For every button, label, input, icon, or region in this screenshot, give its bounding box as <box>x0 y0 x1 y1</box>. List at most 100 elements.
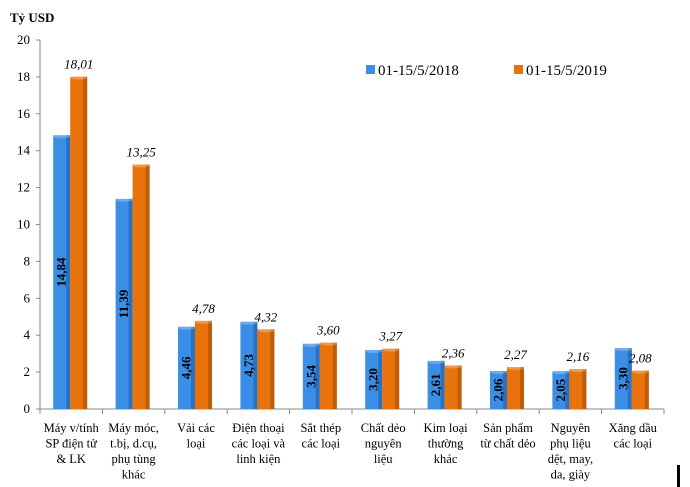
bar-highlight <box>53 134 71 139</box>
legend-label-2018: 01-15/5/2018 <box>378 63 459 79</box>
y-tick-label: 8 <box>24 253 31 268</box>
value-label-2018: 11,39 <box>116 289 131 318</box>
bar-highlight <box>427 359 445 364</box>
value-label-2018: 3,54 <box>303 364 318 387</box>
bar-2018 <box>614 348 632 409</box>
bar-2019 <box>444 365 462 409</box>
x-category-label: Kim loại <box>424 421 469 435</box>
legend: 01-15/5/2018 01-15/5/2019 <box>366 63 607 79</box>
bar-highlight <box>569 368 587 373</box>
value-label-2019: 13,25 <box>126 145 156 160</box>
x-category-label: Xăng dầu <box>609 421 658 435</box>
bar-shade <box>128 198 133 409</box>
x-category-label: dệt, may, <box>548 452 593 466</box>
x-category-label: khác <box>122 468 146 482</box>
value-label-2018: 2,61 <box>428 374 443 397</box>
bar-2018 <box>178 326 195 409</box>
bar-2018 <box>552 371 570 409</box>
bar-shade <box>208 320 212 409</box>
bar-shade <box>83 76 88 409</box>
bar-shade <box>644 370 649 409</box>
bar-shade <box>565 371 570 409</box>
bar-shade <box>440 360 445 409</box>
bar-shade <box>315 343 320 409</box>
bar-shade <box>395 348 400 409</box>
bar-shade <box>332 342 337 409</box>
labels: 14,84 18,01 11,39 13,25 4,46 4,78 4,73 4,32 3,54… <box>54 57 652 402</box>
bar-shade <box>66 135 71 409</box>
bar-highlight <box>444 364 462 369</box>
bar-2018 <box>302 343 320 409</box>
y-tick-label: 10 <box>17 217 30 232</box>
y-axis-title: Tỷ USD <box>10 10 54 25</box>
x-category-label: phụ liệu <box>550 437 591 451</box>
bar-shade <box>520 367 524 409</box>
bar-2018 <box>490 370 507 409</box>
x-category-label: từ chất dẻo <box>480 437 535 451</box>
value-label-2018: 3,30 <box>615 367 630 390</box>
x-category-label: liệu <box>374 452 393 466</box>
bar-highlight <box>240 320 258 325</box>
bar-highlight <box>178 325 195 330</box>
value-label-2018: 4,73 <box>241 353 256 376</box>
y-tick-label: 16 <box>17 106 31 121</box>
x-category-label: loại <box>187 437 206 451</box>
x-category-label: da, giày <box>551 468 591 482</box>
bar-shade <box>191 326 195 409</box>
legend-swatch-2018 <box>366 65 375 74</box>
value-label-2018: 2,06 <box>491 378 506 401</box>
x-category-label: Chất dẻo <box>361 421 406 435</box>
bar-highlight <box>302 342 320 347</box>
bar-2019 <box>257 329 275 409</box>
bar-2019 <box>382 348 400 409</box>
value-label-2019: 4,78 <box>192 301 215 316</box>
x-category-label: các loại <box>614 437 653 451</box>
bar-highlight <box>507 366 524 371</box>
bar-2018 <box>115 198 133 409</box>
x-category-label: phụ tùng <box>112 452 157 466</box>
y-tick-label: 6 <box>24 290 31 305</box>
x-category-label: các loại <box>302 437 341 451</box>
bar-highlight <box>365 348 383 353</box>
bar-highlight <box>132 163 150 168</box>
bar-2019 <box>319 342 337 409</box>
x-category-label: Điện thoại <box>232 421 285 435</box>
bars <box>53 75 649 409</box>
y-tick-label: 0 <box>24 401 31 416</box>
value-label-2018: 14,84 <box>54 257 69 287</box>
x-category-label: các loại và <box>232 437 286 451</box>
bar-highlight <box>631 369 649 374</box>
value-label-2018: 4,46 <box>179 356 194 379</box>
bar-highlight <box>257 328 275 333</box>
value-label-2018: 3,20 <box>366 368 381 391</box>
x-category-label: & LK <box>56 452 86 466</box>
y-tick-label: 20 <box>17 32 30 47</box>
bar-shade <box>378 349 383 409</box>
value-label-2019: 3,27 <box>378 329 402 344</box>
value-label-2019: 4,32 <box>255 309 278 324</box>
bar-highlight <box>115 197 133 202</box>
x-category-label: Vải các <box>177 421 215 435</box>
bar-2018 <box>240 321 258 409</box>
bar-shade <box>145 164 150 409</box>
bar-shade <box>627 348 632 409</box>
legend-swatch-2019 <box>514 65 523 74</box>
bar-highlight <box>195 319 212 324</box>
value-label-2019: 2,36 <box>442 345 465 360</box>
bar-highlight <box>490 369 507 374</box>
x-category-label: Máy móc, <box>108 421 159 435</box>
bar-2018 <box>365 349 383 409</box>
x-category-label: khác <box>434 452 458 466</box>
x-category-label: Nguyên <box>551 421 591 435</box>
bar-2019 <box>70 76 88 409</box>
bar-highlight <box>382 347 400 352</box>
x-category-label: nguyên <box>365 437 403 451</box>
bar-2018 <box>427 360 445 409</box>
bar-highlight <box>552 370 570 375</box>
y-tick-label: 12 <box>17 180 30 195</box>
y-tick-label: 14 <box>17 143 31 158</box>
bar-2019 <box>569 369 587 409</box>
x-category-label: t.bị, d.cụ, <box>110 437 157 451</box>
bar-highlight <box>319 341 337 346</box>
